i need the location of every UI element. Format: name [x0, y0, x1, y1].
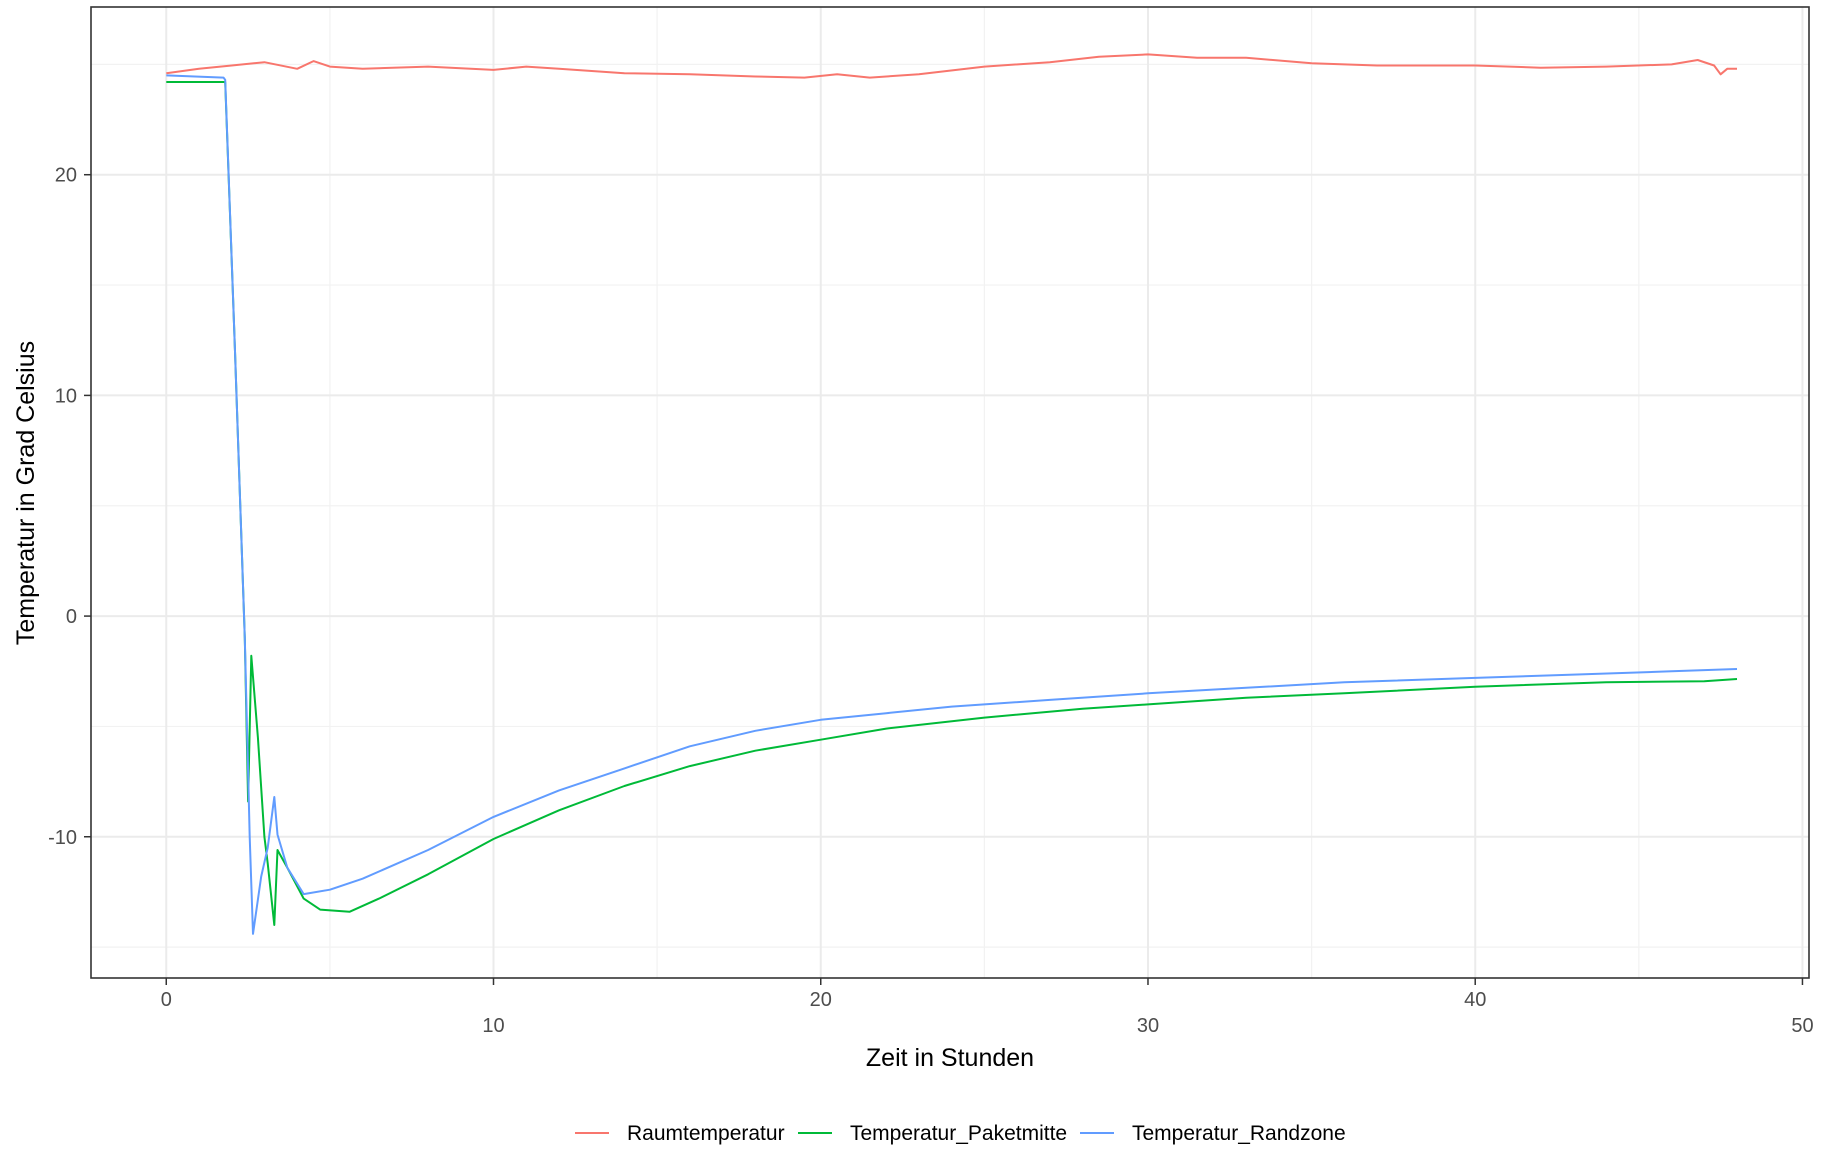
y-axis-title: Temperatur in Grad Celsius — [12, 341, 40, 645]
x-tick-label: 20 — [810, 989, 832, 1011]
plot-panel-border — [90, 6, 1810, 979]
x-axis: 0 10 20 30 40 50 — [161, 978, 1814, 1037]
x-tick-label: 50 — [1791, 1015, 1813, 1037]
x-tick-label: 30 — [1137, 1015, 1159, 1037]
y-tick-label: 20 — [55, 165, 77, 187]
x-tick-label: 0 — [161, 989, 172, 1011]
series-line-2 — [166, 74, 1738, 935]
y-tick-label: 0 — [66, 606, 77, 628]
grid-minor — [91, 7, 1809, 978]
x-tick-label: 10 — [482, 1015, 504, 1037]
x-tick-label: 40 — [1464, 989, 1486, 1011]
grid-major — [91, 7, 1809, 978]
legend-label-2: Temperatur_Randzone — [1132, 1122, 1346, 1145]
y-tick-label: -10 — [48, 827, 77, 849]
series-line-0 — [166, 53, 1737, 79]
plot-panel-background — [91, 7, 1809, 978]
legend: Raumtemperatur Temperatur_Paketmitte Tempe… — [575, 1122, 1346, 1145]
legend-label-0: Raumtemperatur — [627, 1122, 785, 1145]
series-lines — [166, 53, 1738, 935]
series-line-1 — [166, 81, 1738, 926]
y-tick-label: 10 — [55, 385, 77, 407]
x-axis-title: Zeit in Stunden — [866, 1044, 1034, 1072]
legend-label-1: Temperatur_Paketmitte — [850, 1122, 1067, 1145]
y-axis: -10 0 10 20 — [48, 165, 91, 849]
